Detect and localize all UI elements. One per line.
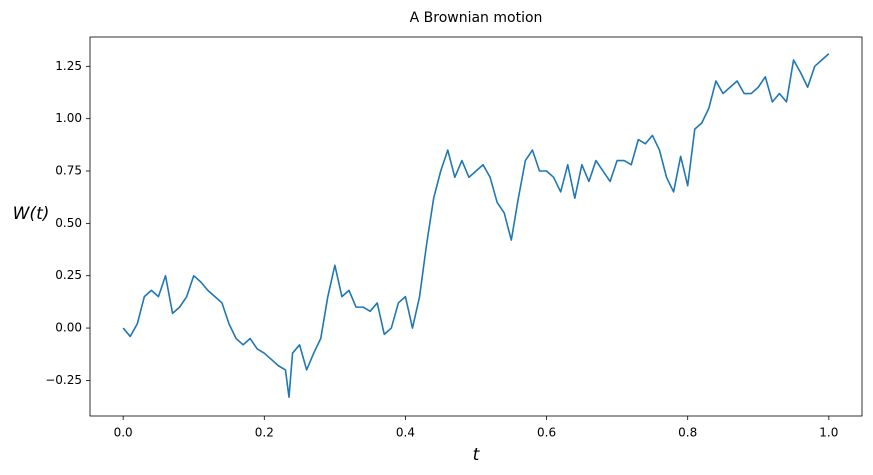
y-tick-label: 0.25 xyxy=(55,268,82,282)
y-tick-label: −0.25 xyxy=(45,373,82,387)
y-tick-label: 0.50 xyxy=(55,216,82,230)
y-tick-label: 1.00 xyxy=(55,111,82,125)
chart-title: A Brownian motion xyxy=(410,10,543,26)
x-tick-label: 0.2 xyxy=(255,426,274,440)
x-tick-label: 0.4 xyxy=(396,426,415,440)
y-tick-label: 1.25 xyxy=(55,59,82,73)
x-tick-label: 1.0 xyxy=(819,426,838,440)
x-axis-label: t xyxy=(473,445,481,465)
y-axis-label: W(t) xyxy=(13,204,50,224)
x-tick-label: 0.8 xyxy=(678,426,697,440)
axes-frame xyxy=(89,36,863,417)
data-line xyxy=(122,53,830,398)
x-tick-label: 0.0 xyxy=(114,426,133,440)
x-tick-label: 0.6 xyxy=(537,426,556,440)
y-tick-label: 0.00 xyxy=(55,321,82,335)
y-tick-label: 0.75 xyxy=(55,164,82,178)
